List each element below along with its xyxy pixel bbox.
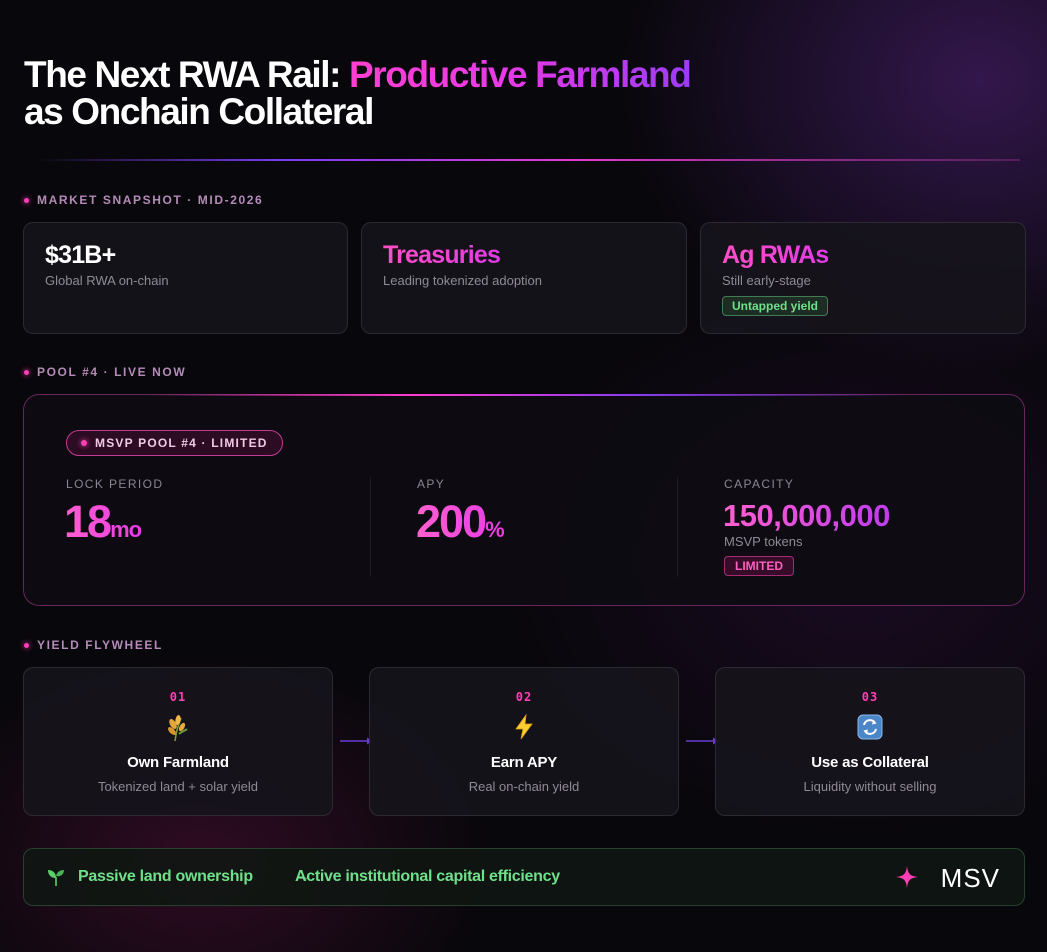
- capacity-subtitle: MSVP tokens: [724, 534, 803, 549]
- pool-pill-text: MSVP POOL #4 · LIMITED: [95, 436, 268, 450]
- untapped-yield-badge: Untapped yield: [722, 296, 829, 316]
- step-title: Use as Collateral: [811, 754, 929, 771]
- stat-subtitle: Leading tokenized adoption: [383, 273, 543, 288]
- summary-right-text: Active institutional capital efficiency: [295, 868, 560, 885]
- pool-card-glow-line: [144, 394, 904, 396]
- capacity-label: CAPACITY: [724, 477, 795, 491]
- market-snapshot-label: MARKET SNAPSHOT · MID-2026: [24, 193, 263, 207]
- stat-card-rwa: $31B+ Global RWA on-chain: [23, 222, 348, 334]
- bullet-dot-icon: [24, 642, 29, 648]
- capacity-value: 150,000,000: [723, 498, 890, 533]
- wheat-icon: [24, 714, 332, 742]
- step-number: 02: [515, 690, 533, 704]
- section-label-text: POOL #4 · LIVE NOW: [37, 365, 187, 379]
- seedling-icon: [46, 867, 66, 892]
- summary-arrow-icon: →: [296, 868, 310, 884]
- stat-card-treasuries: Treasuries Leading tokenized adoption: [361, 222, 687, 334]
- cycle-arrows-icon: [716, 714, 1024, 742]
- step-title: Earn APY: [490, 754, 558, 771]
- flywheel-step-use-as-collateral: 03 Use as Collateral Liquidity without s…: [715, 667, 1025, 816]
- pool-label: POOL #4 · LIVE NOW: [24, 365, 186, 379]
- pool-card: MSVP POOL #4 · LIMITED LOCK PERIOD 18mo …: [23, 394, 1025, 606]
- step-number: 03: [861, 690, 879, 704]
- summary-bar: Passive land ownership → Active institut…: [23, 848, 1025, 906]
- apy-value: 200%: [416, 495, 504, 557]
- apy-unit: %: [485, 517, 504, 542]
- step-subtitle: Liquidity without selling: [803, 779, 937, 794]
- apy-label: APY: [417, 477, 446, 491]
- stat-subtitle: Global RWA on-chain: [45, 273, 169, 288]
- sparkle-logo-icon: [896, 866, 918, 893]
- stat-value: Treasuries: [383, 241, 501, 269]
- pool-pill: MSVP POOL #4 · LIMITED: [66, 430, 283, 456]
- flywheel-label: YIELD FLYWHEEL: [24, 638, 163, 652]
- title-plain: The Next RWA Rail:: [24, 54, 349, 95]
- section-label-text: YIELD FLYWHEEL: [37, 638, 163, 652]
- title-highlight: Productive Farmland: [348, 54, 692, 95]
- stat-value: $31B+: [45, 241, 116, 269]
- section-label-text: MARKET SNAPSHOT · MID-2026: [37, 193, 264, 207]
- metric-separator: [370, 477, 371, 577]
- step-subtitle: Real on-chain yield: [468, 779, 580, 794]
- title-line-2: as Onchain Collateral: [24, 91, 374, 132]
- live-dot-icon: [81, 440, 87, 446]
- lock-period-unit: mo: [110, 517, 142, 542]
- stat-value: Ag RWAs: [722, 241, 829, 269]
- stat-subtitle: Still early-stage: [722, 273, 811, 288]
- page-title: The Next RWA Rail: Productive Farmland a…: [24, 54, 692, 132]
- lock-period-label: LOCK PERIOD: [66, 477, 164, 491]
- step-title: Own Farmland: [127, 754, 229, 771]
- lock-period-number: 18: [64, 496, 111, 547]
- step-subtitle: Tokenized land + solar yield: [97, 779, 259, 794]
- bullet-dot-icon: [24, 369, 29, 375]
- apy-number: 200: [416, 496, 486, 547]
- bullet-dot-icon: [24, 197, 29, 203]
- lock-period-value: 18mo: [64, 495, 141, 557]
- metric-separator: [677, 477, 678, 577]
- summary-left-text: Passive land ownership: [78, 868, 253, 885]
- flywheel-step-earn-apy: 02 Earn APY Real on-chain yield: [369, 667, 679, 816]
- step-number: 01: [169, 690, 187, 704]
- flywheel-step-own-farmland: 01 Own Farmland Tokenized land + solar y…: [23, 667, 333, 816]
- stat-card-ag-rwas: Ag RWAs Still early-stage Untapped yield: [700, 222, 1026, 334]
- header-divider: [34, 159, 1020, 161]
- msv-logo: MSV: [940, 863, 1000, 893]
- limited-badge: LIMITED: [724, 556, 794, 576]
- lightning-icon: [370, 714, 678, 742]
